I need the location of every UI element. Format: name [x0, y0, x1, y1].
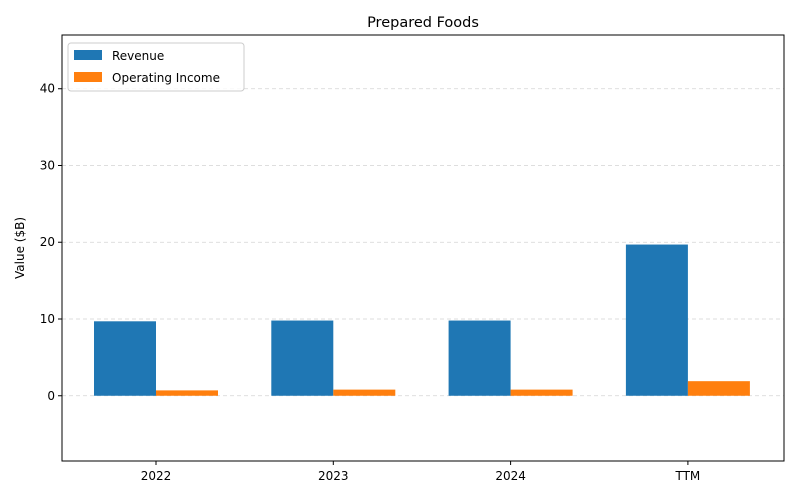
bar-operating-income-2024: [510, 389, 573, 396]
legend-label: Operating Income: [112, 71, 220, 85]
y-tick-label: 0: [47, 389, 55, 403]
legend-label: Revenue: [112, 49, 164, 63]
y-axis-title: Value ($B): [13, 217, 27, 279]
bar-operating-income-2023: [333, 389, 396, 396]
bar-operating-income-ttm: [687, 381, 750, 396]
bar-revenue-ttm: [625, 244, 688, 396]
plot-frame: [61, 34, 785, 462]
bar-operating-income-2022: [156, 390, 218, 396]
x-tick-label: 2024: [495, 469, 526, 483]
y-tick-label: 30: [40, 158, 55, 172]
bars: [94, 244, 750, 396]
legend-box: [67, 42, 245, 92]
bar-revenue-2024: [448, 320, 511, 396]
bar-revenue-2023: [271, 320, 334, 396]
y-tick-label: 40: [40, 82, 55, 96]
y-tick-label: 20: [40, 235, 55, 249]
chart-title: Prepared Foods: [367, 15, 479, 31]
bar-revenue-2022: [94, 321, 156, 396]
x-tick-label: 2022: [141, 469, 172, 483]
x-tick-label: TTM: [674, 469, 700, 483]
legend-swatch-revenue: [74, 50, 102, 60]
x-tick-label: 2023: [318, 469, 349, 483]
legend: Revenue Operating Income: [67, 42, 245, 92]
axis-ticks: 0 10 20 30 40 2022 2023 2024 TTM: [40, 82, 701, 483]
y-tick-label: 10: [40, 312, 55, 326]
legend-swatch-operating-income: [74, 72, 102, 82]
